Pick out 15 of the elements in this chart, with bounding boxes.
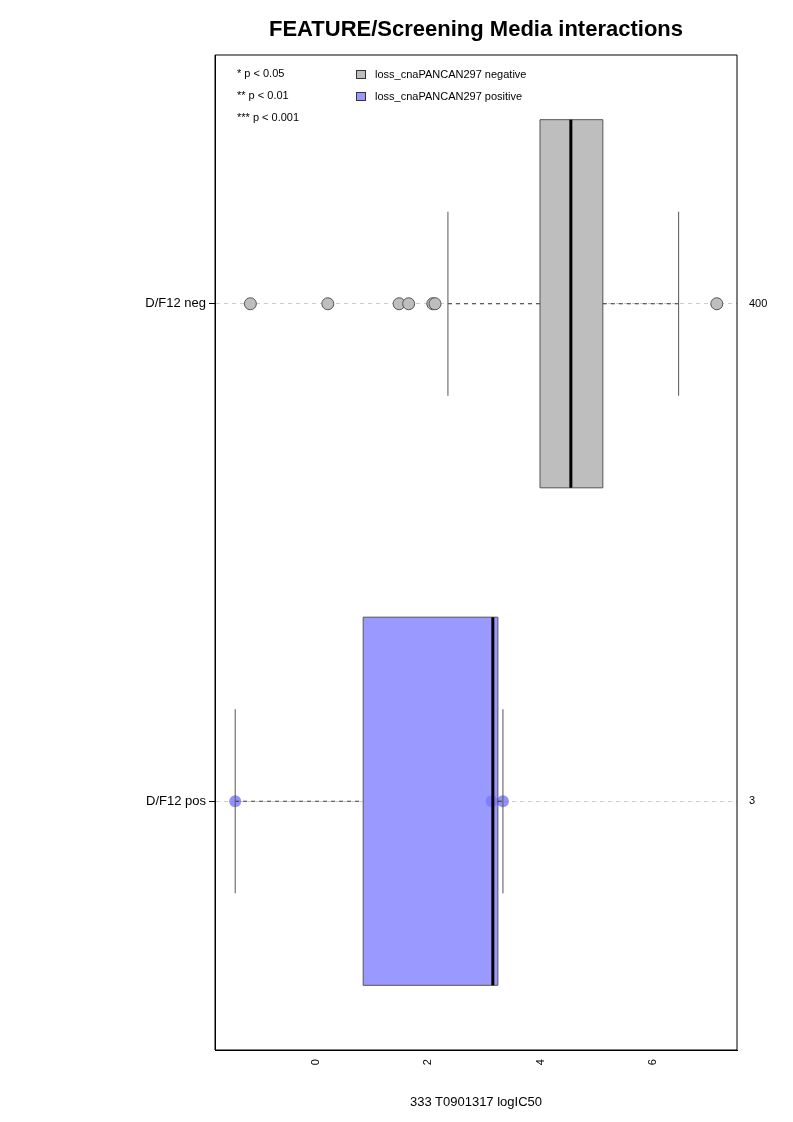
chart-title: FEATURE/Screening Media interactions [268,16,684,42]
annotation: *** p < 0.001 [237,111,300,124]
legend-label: loss_cnaPANCAN297 negative [375,68,527,80]
y2-tick-label: 3 [749,794,756,807]
annotation: ** p < 0.01 [237,89,289,102]
x-tick-label: 2 [421,1059,434,1066]
y2-tick-label: 400 [749,296,768,309]
y-tick-label: D/F12 pos [146,792,207,808]
x-axis-title: 333 T0901317 logIC50 [409,1093,543,1109]
x-tick-label: 6 [645,1059,658,1066]
y-tick-label: D/F12 neg [145,295,206,311]
x-tick-label: 0 [309,1059,322,1066]
x-tick-label: 4 [533,1059,546,1066]
legend-label: loss_cnaPANCAN297 positive [375,90,523,102]
annotation: * p < 0.05 [237,67,285,80]
